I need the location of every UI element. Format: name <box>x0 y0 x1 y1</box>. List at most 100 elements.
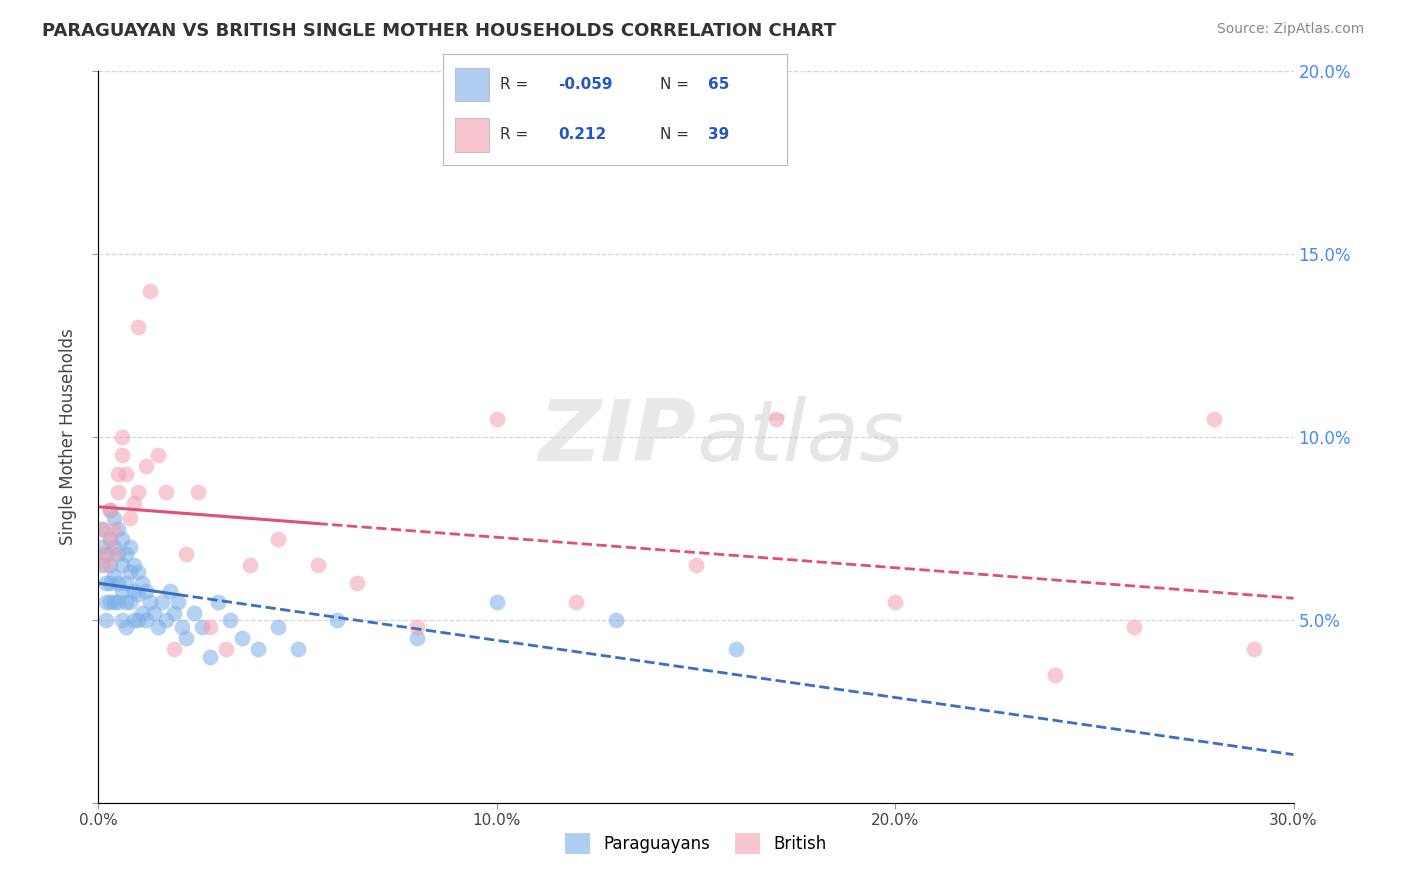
Point <box>485 412 508 426</box>
Point <box>326 613 349 627</box>
Point <box>131 576 153 591</box>
Point <box>111 430 134 444</box>
Text: 0.212: 0.212 <box>558 127 606 142</box>
Legend: Paraguayans, British: Paraguayans, British <box>558 827 834 860</box>
Point <box>139 284 162 298</box>
Point <box>1123 620 1146 634</box>
Text: N =: N = <box>659 127 693 142</box>
Point <box>1243 642 1265 657</box>
Point <box>174 547 197 561</box>
Point <box>127 613 149 627</box>
Text: atlas: atlas <box>696 395 904 479</box>
Point <box>150 594 173 608</box>
Point <box>91 547 114 561</box>
Point <box>111 613 134 627</box>
Point <box>135 459 157 474</box>
Point <box>127 485 149 500</box>
Point <box>187 485 209 500</box>
Point <box>135 583 157 598</box>
Point <box>103 510 125 524</box>
Point <box>91 521 114 535</box>
Point <box>127 587 149 601</box>
Point <box>231 632 253 646</box>
Point <box>98 594 122 608</box>
Point <box>307 558 329 573</box>
Text: 65: 65 <box>709 77 730 92</box>
Point <box>124 496 146 510</box>
Point <box>103 547 125 561</box>
Point <box>163 606 186 620</box>
Point <box>884 594 907 608</box>
Point <box>96 613 118 627</box>
Point <box>191 620 214 634</box>
Point <box>163 642 186 657</box>
Point <box>148 448 170 462</box>
Point <box>98 503 122 517</box>
Point <box>115 467 138 481</box>
Point <box>159 583 181 598</box>
Point <box>565 594 588 608</box>
Text: -0.059: -0.059 <box>558 77 613 92</box>
Point <box>120 594 142 608</box>
Point <box>115 547 138 561</box>
Point <box>107 576 129 591</box>
Point <box>765 412 787 426</box>
Point <box>124 558 146 573</box>
Point <box>267 620 290 634</box>
Point <box>115 620 138 634</box>
Point <box>103 540 125 554</box>
Point <box>215 642 238 657</box>
Point <box>107 594 129 608</box>
Point <box>287 642 309 657</box>
Point <box>120 566 142 580</box>
Point <box>346 576 368 591</box>
Point <box>124 583 146 598</box>
Point <box>124 613 146 627</box>
Point <box>485 594 508 608</box>
Point <box>724 642 747 657</box>
Point <box>98 558 122 573</box>
Point <box>96 547 118 561</box>
Point <box>91 521 114 535</box>
Point <box>131 606 153 620</box>
Point <box>111 448 134 462</box>
Point <box>155 613 177 627</box>
Point <box>246 642 269 657</box>
Point <box>406 632 429 646</box>
Point <box>107 485 129 500</box>
Point <box>183 606 205 620</box>
Point <box>267 533 290 547</box>
FancyBboxPatch shape <box>456 119 489 152</box>
Point <box>91 540 114 554</box>
Point <box>120 540 142 554</box>
Text: 39: 39 <box>709 127 730 142</box>
Point <box>98 533 122 547</box>
Point <box>96 576 118 591</box>
Point <box>143 606 166 620</box>
Point <box>111 558 134 573</box>
Point <box>127 320 149 334</box>
Point <box>98 576 122 591</box>
Text: Source: ZipAtlas.com: Source: ZipAtlas.com <box>1216 22 1364 37</box>
Point <box>115 594 138 608</box>
Point <box>96 594 118 608</box>
Text: R =: R = <box>499 77 533 92</box>
Point <box>111 533 134 547</box>
Point <box>605 613 627 627</box>
Point <box>91 558 114 573</box>
Point <box>103 569 125 583</box>
Text: PARAGUAYAN VS BRITISH SINGLE MOTHER HOUSEHOLDS CORRELATION CHART: PARAGUAYAN VS BRITISH SINGLE MOTHER HOUS… <box>42 22 837 40</box>
FancyBboxPatch shape <box>456 68 489 102</box>
Y-axis label: Single Mother Households: Single Mother Households <box>59 329 77 545</box>
Point <box>107 467 129 481</box>
Point <box>219 613 242 627</box>
Point <box>198 620 221 634</box>
Point <box>96 558 118 573</box>
Point <box>148 620 170 634</box>
Point <box>103 521 125 535</box>
Point <box>127 566 149 580</box>
Point <box>167 594 190 608</box>
Text: N =: N = <box>659 77 693 92</box>
Text: R =: R = <box>499 127 533 142</box>
Point <box>198 649 221 664</box>
